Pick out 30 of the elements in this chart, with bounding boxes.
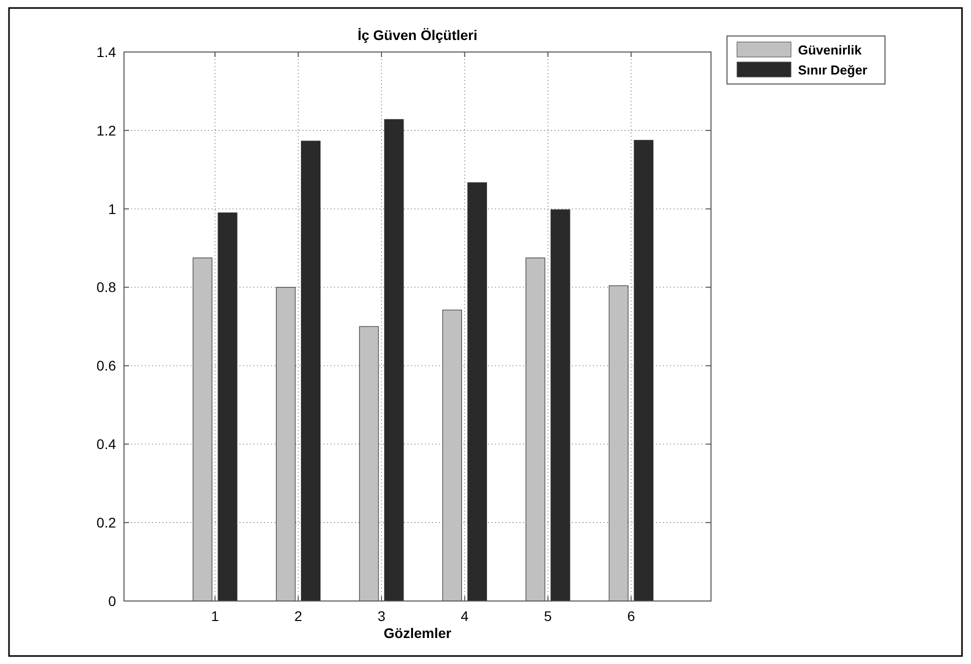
bar [300,140,321,602]
bar [384,119,404,602]
y-tick-label: 0.2 [96,514,116,530]
x-tick-label: 1 [211,608,220,624]
x-axis-title: Gözlemler [384,625,452,641]
bar [276,286,296,602]
bar [218,212,238,602]
bar [608,285,628,602]
bar [359,326,379,602]
legend-label: Güvenirlik [798,42,862,58]
x-tick-label: 4 [460,608,469,624]
y-tick-label: 0.4 [96,436,116,452]
bar [550,209,570,602]
y-tick-label: 1.4 [96,44,116,60]
y-tick-label: 1.2 [96,122,116,138]
y-tick-label: 1 [108,200,116,217]
x-tick-label: 5 [544,608,552,624]
x-tick-label: 3 [378,608,386,624]
y-tick-label: 0.6 [96,358,116,374]
y-tick-label: 0.8 [96,279,116,296]
chart-title: İç Güven Ölçütleri [358,27,478,43]
bar [442,310,462,602]
x-tick-label: 2 [294,608,302,624]
bar [526,258,546,602]
bar [634,140,654,602]
bar [467,182,487,602]
bar [192,258,212,602]
legend-label: Sınır Değer [798,62,868,78]
x-tick-label: 6 [627,608,636,624]
y-tick-label: 0 [108,592,116,609]
